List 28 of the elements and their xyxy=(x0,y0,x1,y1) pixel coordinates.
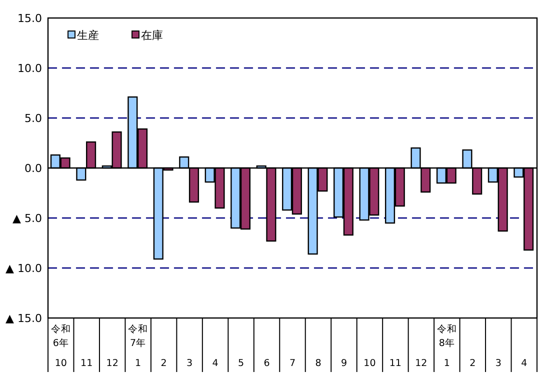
x-tick-label: 令和 7年 1 xyxy=(128,323,148,369)
x-tick-label: 10 xyxy=(364,358,376,369)
y-tick-label: ▲ 15.0 xyxy=(6,312,42,325)
x-tick-label: 12 xyxy=(415,358,428,369)
y-tick-label: 5.0 xyxy=(24,112,42,125)
y-tick-label: 10.0 xyxy=(18,62,42,75)
x-tick-label: 3 xyxy=(186,358,193,369)
legend-label: 生産 xyxy=(77,29,99,42)
x-tick-label: 7 xyxy=(289,358,296,369)
x-tick-label: 9 xyxy=(340,358,347,369)
x-tick-label: 4 xyxy=(521,358,528,369)
x-tick-label: 6 xyxy=(264,358,270,369)
legend-label: 在庫 xyxy=(141,29,163,42)
y-tick-label: ▲ 5.0 xyxy=(12,212,42,225)
x-tick-label: 8 xyxy=(315,358,322,369)
x-tick-label: 4 xyxy=(212,358,218,369)
x-tick-label: 2 xyxy=(160,358,167,369)
y-tick-label: 15.0 xyxy=(18,12,42,25)
x-tick-label: 12 xyxy=(106,358,118,369)
x-tick-label: 令和 6年 10 xyxy=(50,323,71,369)
x-tick-label: 11 xyxy=(389,358,402,369)
y-tick-label: ▲ 10.0 xyxy=(6,262,42,275)
x-tick-label: 5 xyxy=(238,358,244,369)
y-tick-label: 0.0 xyxy=(24,162,42,175)
x-tick-label: 2 xyxy=(470,358,476,369)
x-tick-label: 令和 8年 1 xyxy=(436,323,457,369)
x-tick-label: 3 xyxy=(495,358,502,369)
x-tick-label: 11 xyxy=(80,358,93,369)
